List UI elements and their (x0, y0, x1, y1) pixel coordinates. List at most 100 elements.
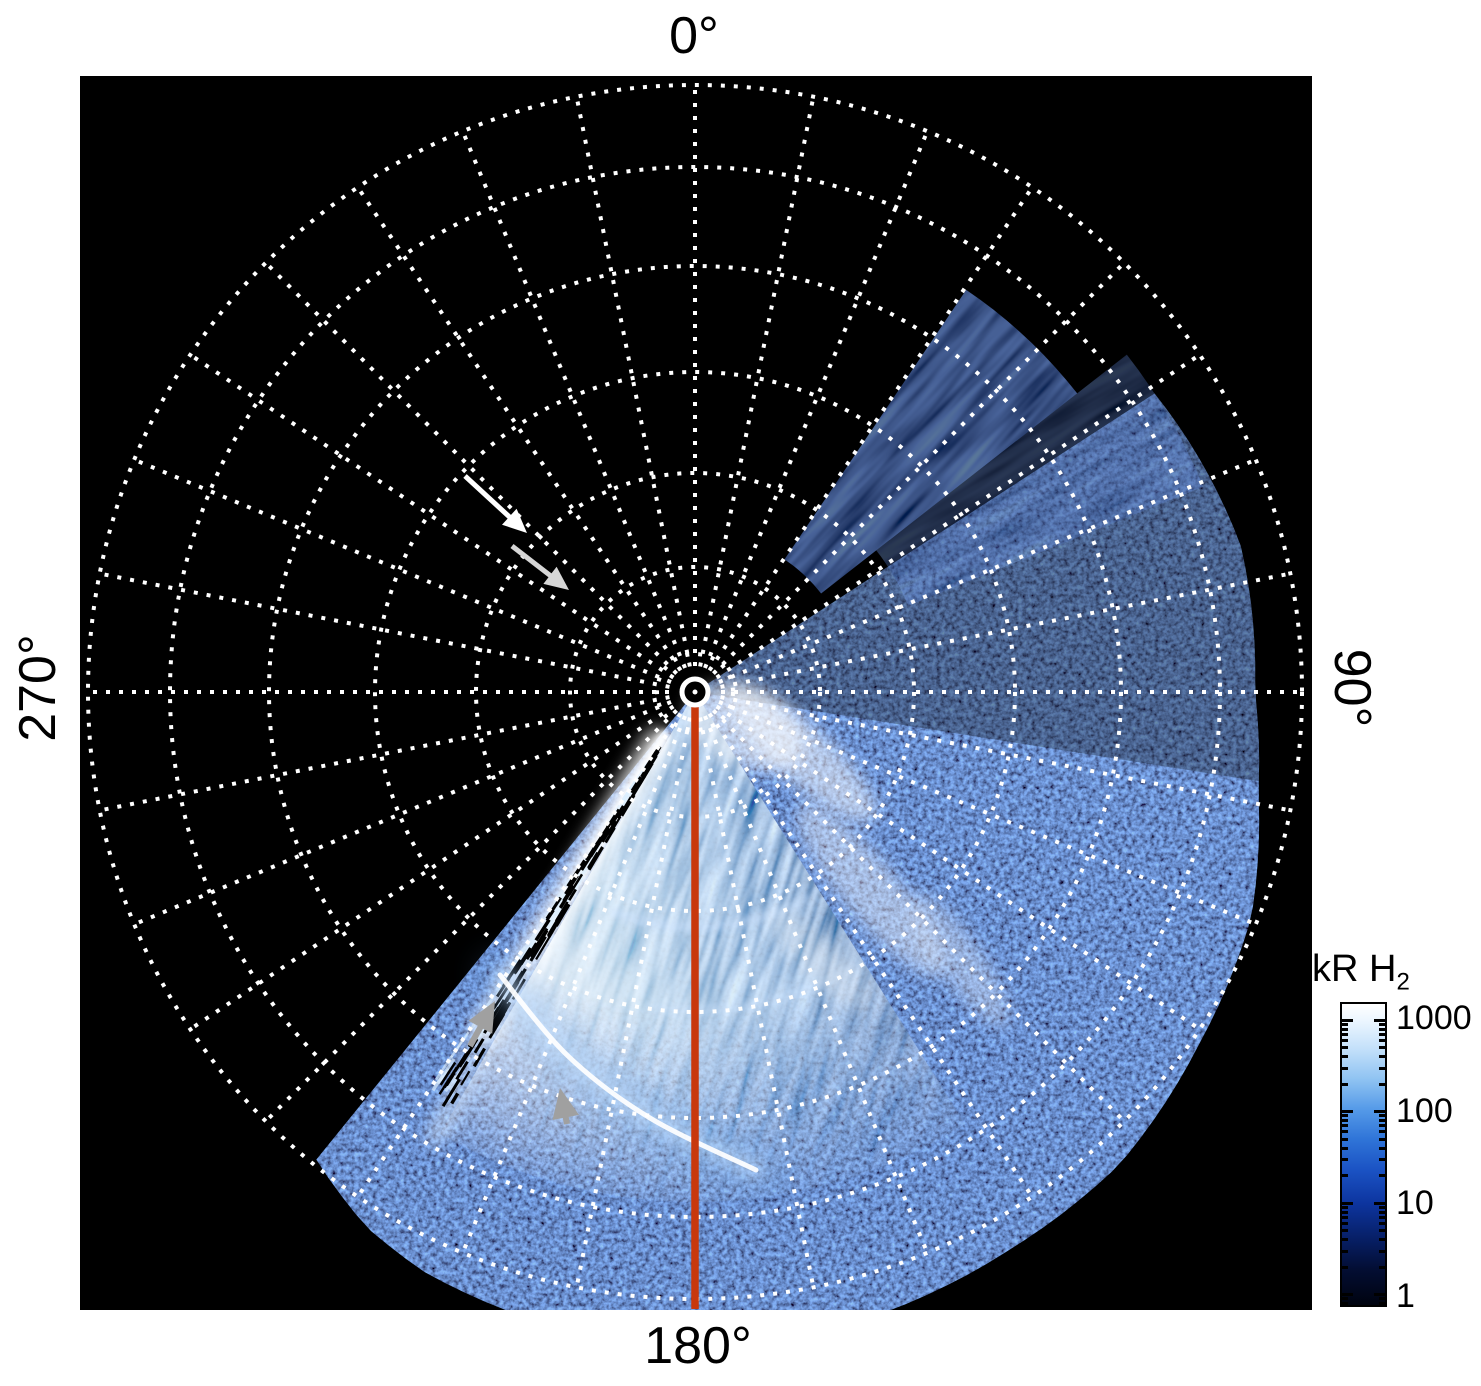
colorbar-tick-label: 10 (1396, 1184, 1434, 1223)
colorbar-title-text: kR H (1312, 948, 1397, 990)
colorbar-minor-tick (1342, 1027, 1348, 1031)
grid-spoke (460, 130, 687, 669)
grid-spoke (574, 717, 692, 1288)
main-arc-core (497, 972, 759, 1173)
colorbar-minor-tick (1379, 1249, 1385, 1253)
annotation-arrow (510, 544, 569, 590)
colorbar-minor-tick (1342, 1137, 1348, 1141)
colorbar-minor-tick (1379, 1114, 1385, 1118)
colorbar-minor-tick (1379, 1221, 1385, 1225)
grid-circle (474, 471, 916, 913)
polar-grid (86, 83, 1304, 1301)
colorbar-minor-tick (1342, 1302, 1348, 1306)
colorbar (1340, 1002, 1387, 1307)
grid-spoke (707, 186, 1034, 672)
annotation-arrow (552, 1088, 579, 1125)
grid-spoke (718, 457, 1257, 684)
colorbar-minor-tick (1379, 1302, 1385, 1306)
colorbar-title: kR H2 (1312, 948, 1410, 997)
grid-circle (86, 83, 1304, 1301)
colorbar-minor-tick (1342, 1249, 1348, 1253)
grid-spoke (133, 457, 672, 684)
colorbar-minor-tick (1342, 1119, 1348, 1123)
arrow-shaft (510, 544, 554, 580)
colorbar-minor-tick (1379, 1046, 1385, 1050)
arrow-shaft (467, 1023, 485, 1048)
annotation-arrow (467, 1001, 495, 1048)
angle-label-90deg: 90° (1323, 648, 1381, 728)
grid-spoke (711, 261, 1126, 676)
colorbar-tick-label: 1000 (1396, 998, 1472, 1037)
colorbar-minor-tick (1342, 1215, 1348, 1219)
colorbar-minor-tick (1379, 1082, 1385, 1086)
colorbar-minor-tick (1379, 1158, 1385, 1161)
grid-spoke (720, 695, 1291, 813)
grid-spoke (698, 96, 816, 667)
grid-spoke (189, 704, 675, 1031)
colorbar-minor-tick (1379, 1205, 1385, 1209)
colorbar-minor-tick (1342, 1238, 1348, 1242)
colorbar-tick-label: 100 (1396, 1091, 1453, 1130)
colorbar-minor-tick (1342, 1114, 1348, 1118)
colorbar-minor-tick (1342, 1046, 1348, 1050)
colorbar-minor-tick (1379, 1022, 1385, 1026)
grid-spoke (707, 712, 1034, 1198)
colorbar-minor-tick (1379, 1055, 1385, 1059)
aurora-glow-spot (910, 893, 1010, 1027)
arrow-head (543, 566, 569, 590)
grid-spoke (574, 96, 692, 667)
colorbar-minor-tick (1342, 1130, 1348, 1134)
grid-spoke (356, 186, 683, 672)
arrow-shaft (463, 474, 514, 521)
colorbar-minor-tick (1342, 1158, 1348, 1161)
angle-label-270deg: 270° (9, 634, 67, 742)
grid-spoke (264, 708, 679, 1123)
grid-spoke (698, 717, 816, 1288)
colorbar-major-tick (1342, 1110, 1353, 1114)
colorbar-minor-tick (1342, 1210, 1348, 1214)
grid-spoke (189, 353, 675, 680)
colorbar-major-tick (1374, 1201, 1385, 1205)
colorbar-tick-label: 1 (1396, 1277, 1415, 1316)
colorbar-minor-tick (1342, 1032, 1348, 1036)
colorbar-minor-tick (1379, 1038, 1385, 1042)
colorbar-minor-tick (1342, 1229, 1348, 1233)
colorbar-major-tick (1374, 1293, 1385, 1297)
colorbar-minor-tick (1379, 1297, 1385, 1301)
grid-spoke (718, 700, 1257, 927)
grid-circle (655, 652, 735, 732)
grid-spoke (720, 571, 1291, 689)
annotation-arrow (463, 474, 527, 533)
colorbar-minor-tick (1379, 1027, 1385, 1031)
colorbar-minor-tick (1342, 1221, 1348, 1225)
arrow-head (502, 508, 527, 533)
colorbar-minor-tick (1342, 1055, 1348, 1059)
colorbar-minor-tick (1379, 1137, 1385, 1141)
colorbar-minor-tick (1342, 1174, 1348, 1178)
grid-spoke (703, 130, 930, 669)
center-marker-dot (692, 689, 698, 695)
colorbar-minor-tick (1342, 1066, 1348, 1070)
colorbar-minor-tick (1342, 1265, 1348, 1269)
grid-spoke (133, 700, 672, 927)
colorbar-minor-tick (1379, 1119, 1385, 1123)
arrow-head (468, 1001, 495, 1034)
colorbar-minor-tick (1342, 1205, 1348, 1209)
grid-spoke (703, 715, 930, 1254)
grid-spoke (715, 353, 1201, 680)
grid-spoke (715, 704, 1201, 1031)
colorbar-minor-tick (1379, 1238, 1385, 1242)
colorbar-minor-tick (1342, 1022, 1348, 1026)
grid-circle (373, 370, 1017, 1014)
angle-label-0deg: 0° (669, 7, 719, 65)
colorbar-minor-tick (1379, 1215, 1385, 1219)
colorbar-minor-tick (1342, 1082, 1348, 1086)
grid-circle (267, 264, 1123, 1120)
grid-spoke (264, 261, 679, 676)
grid-spoke (356, 712, 683, 1198)
grid-spoke (99, 571, 670, 689)
colorbar-minor-tick (1379, 1124, 1385, 1128)
colorbar-minor-tick (1379, 1210, 1385, 1214)
